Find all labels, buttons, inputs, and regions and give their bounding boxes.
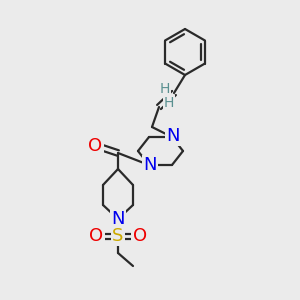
Text: S: S: [112, 227, 124, 245]
Text: H: H: [160, 82, 170, 96]
Text: N: N: [143, 156, 157, 174]
Text: H: H: [164, 96, 174, 110]
Text: N: N: [111, 210, 125, 228]
Text: O: O: [88, 137, 102, 155]
Text: O: O: [133, 227, 147, 245]
Text: N: N: [166, 127, 180, 145]
Text: O: O: [89, 227, 103, 245]
